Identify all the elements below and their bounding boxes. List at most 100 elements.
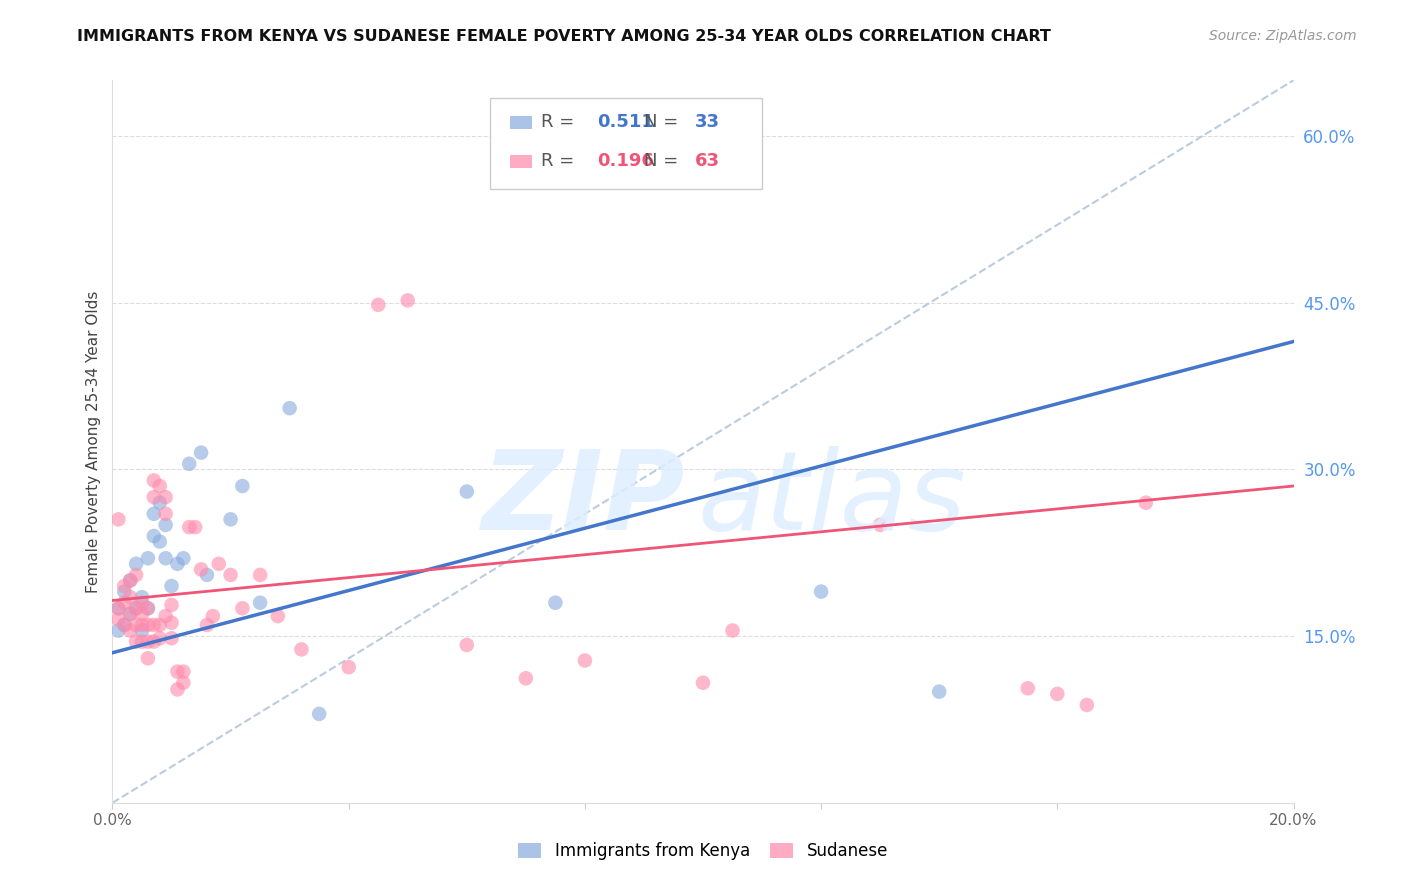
Point xyxy=(107,624,129,638)
FancyBboxPatch shape xyxy=(510,116,531,128)
Point xyxy=(142,529,165,543)
Point xyxy=(190,562,212,576)
Point xyxy=(456,638,478,652)
Point xyxy=(125,557,148,571)
Point xyxy=(160,615,183,630)
Text: ZIP: ZIP xyxy=(482,446,685,553)
Point xyxy=(142,490,165,504)
Point xyxy=(201,609,224,624)
Point xyxy=(1046,687,1069,701)
Point xyxy=(149,479,172,493)
Point xyxy=(231,479,253,493)
Point xyxy=(574,653,596,667)
Point xyxy=(692,675,714,690)
Point xyxy=(107,601,129,615)
Point xyxy=(810,584,832,599)
Point xyxy=(219,568,242,582)
Point xyxy=(267,609,290,624)
Point xyxy=(515,671,537,685)
Point xyxy=(125,634,148,648)
Point xyxy=(120,574,142,588)
Point xyxy=(249,596,271,610)
Point xyxy=(107,512,129,526)
Text: 0.511: 0.511 xyxy=(596,113,654,131)
Point xyxy=(166,557,188,571)
Point xyxy=(107,612,129,626)
Point xyxy=(136,618,159,632)
Point xyxy=(337,660,360,674)
Point xyxy=(125,601,148,615)
Point xyxy=(131,590,153,604)
Text: N =: N = xyxy=(644,113,683,131)
Point xyxy=(396,293,419,308)
Point xyxy=(1017,681,1039,696)
Point xyxy=(184,520,207,534)
Text: 33: 33 xyxy=(695,113,720,131)
Point xyxy=(208,557,231,571)
Point xyxy=(195,618,218,632)
Point xyxy=(160,579,183,593)
Point xyxy=(544,596,567,610)
Point xyxy=(136,551,159,566)
FancyBboxPatch shape xyxy=(491,98,762,189)
Point xyxy=(1135,496,1157,510)
Point xyxy=(131,624,153,638)
Point xyxy=(136,601,159,615)
Point xyxy=(120,607,142,621)
Point xyxy=(131,634,153,648)
Point xyxy=(308,706,330,721)
FancyBboxPatch shape xyxy=(510,154,531,168)
Point xyxy=(219,512,242,526)
Point xyxy=(125,568,148,582)
Point xyxy=(172,551,194,566)
Point xyxy=(367,298,389,312)
Point xyxy=(155,551,177,566)
Point xyxy=(155,517,177,532)
Point xyxy=(112,596,135,610)
Point xyxy=(190,445,212,459)
Point xyxy=(172,665,194,679)
Point xyxy=(721,624,744,638)
Y-axis label: Female Poverty Among 25-34 Year Olds: Female Poverty Among 25-34 Year Olds xyxy=(86,291,101,592)
Point xyxy=(278,401,301,416)
Point xyxy=(120,574,142,588)
Text: 0.196: 0.196 xyxy=(596,153,654,170)
Text: atlas: atlas xyxy=(697,446,966,553)
Point xyxy=(149,496,172,510)
Point xyxy=(160,598,183,612)
Legend: Immigrants from Kenya, Sudanese: Immigrants from Kenya, Sudanese xyxy=(512,836,894,867)
Point xyxy=(231,601,253,615)
Point xyxy=(155,507,177,521)
Point xyxy=(149,534,172,549)
Point xyxy=(131,618,153,632)
Point xyxy=(456,484,478,499)
Point xyxy=(131,607,153,621)
Point xyxy=(120,590,142,604)
Point xyxy=(869,517,891,532)
Point xyxy=(249,568,271,582)
Point xyxy=(172,675,194,690)
Point xyxy=(136,601,159,615)
Point xyxy=(107,601,129,615)
Text: 63: 63 xyxy=(695,153,720,170)
Point xyxy=(112,579,135,593)
Point xyxy=(155,490,177,504)
Point xyxy=(166,682,188,697)
Text: R =: R = xyxy=(541,113,581,131)
Text: R =: R = xyxy=(541,153,581,170)
Point xyxy=(142,507,165,521)
Point xyxy=(142,474,165,488)
Point xyxy=(125,618,148,632)
Point xyxy=(155,609,177,624)
Point xyxy=(142,618,165,632)
Point xyxy=(179,520,201,534)
Point xyxy=(928,684,950,698)
Point xyxy=(149,632,172,646)
Point xyxy=(120,624,142,638)
Point xyxy=(120,607,142,621)
Point xyxy=(136,634,159,648)
Point xyxy=(195,568,218,582)
Point xyxy=(166,665,188,679)
Point xyxy=(112,618,135,632)
Point xyxy=(179,457,201,471)
